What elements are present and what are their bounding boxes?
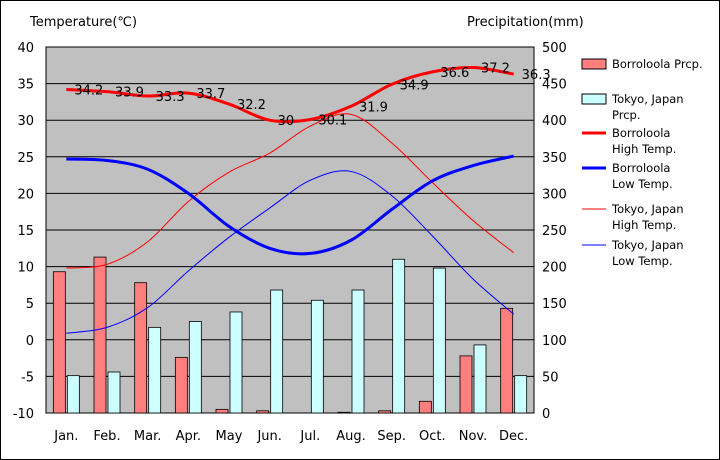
legend: Borroloola Prcp. Tokyo, Japan Prcp. Borrolo… bbox=[581, 57, 703, 268]
legend-swatch bbox=[581, 58, 607, 70]
left-tick-label: 0 bbox=[26, 334, 34, 349]
bar-borroloola-precipitation bbox=[378, 410, 392, 414]
bar-borroloola-precipitation bbox=[256, 410, 270, 414]
legend-label: Low Temp. bbox=[612, 177, 673, 191]
high-temp-data-label: 31.9 bbox=[359, 100, 388, 115]
high-temp-data-label: 30.1 bbox=[318, 113, 347, 128]
high-temp-data-label: 34.2 bbox=[74, 83, 103, 98]
legend-label: High Temp. bbox=[612, 218, 676, 232]
x-tick-label: Jan. bbox=[53, 429, 78, 444]
x-tick-label: Jun. bbox=[256, 429, 281, 444]
high-temp-data-label: 36.3 bbox=[522, 68, 551, 83]
bar-tokyo-precipitation bbox=[392, 258, 406, 414]
bar-tokyo-precipitation bbox=[514, 375, 528, 414]
x-tick-label: Aug. bbox=[336, 429, 366, 444]
precipitation-bars bbox=[52, 256, 528, 414]
bar-tokyo-precipitation bbox=[148, 326, 162, 414]
left-axis-label: Temperature(℃) bbox=[29, 15, 137, 30]
left-tick-label: 35 bbox=[17, 78, 34, 93]
line-tokyo-high-temp bbox=[66, 113, 514, 269]
right-axis-label: Precipitation(mm) bbox=[467, 15, 584, 30]
bar-tokyo-precipitation bbox=[270, 289, 284, 414]
bar-borroloola-precipitation bbox=[93, 256, 107, 414]
right-tick-label: 300 bbox=[542, 187, 567, 202]
high-temp-data-label: 33.3 bbox=[156, 90, 185, 105]
x-tick-label: Sep. bbox=[377, 429, 406, 444]
bar-borroloola-precipitation bbox=[459, 355, 473, 414]
x-tick-label: Dec. bbox=[499, 429, 528, 444]
gridlines bbox=[46, 83, 534, 377]
bar-borroloola-precipitation bbox=[337, 411, 351, 414]
line-tokyo-low-temp bbox=[66, 170, 514, 334]
left-tick-label: -5 bbox=[21, 370, 34, 385]
bar-tokyo-precipitation bbox=[107, 371, 121, 414]
legend-label: Tokyo, Japan bbox=[611, 92, 684, 106]
right-tick-label: 250 bbox=[542, 224, 567, 239]
bar-tokyo-precipitation bbox=[310, 299, 324, 414]
left-tick-label: 30 bbox=[17, 114, 34, 129]
left-tick-label: 40 bbox=[17, 41, 34, 56]
bar-tokyo-precipitation bbox=[432, 267, 446, 414]
right-tick-label: 200 bbox=[542, 261, 567, 276]
high-temp-data-label: 30 bbox=[278, 114, 295, 129]
line-borroloola-low-temp bbox=[66, 154, 515, 256]
bar-borroloola-precipitation bbox=[500, 307, 514, 414]
bar-borroloola-precipitation bbox=[52, 271, 66, 414]
legend-label: Borroloola bbox=[612, 161, 670, 175]
data-labels: 34.2 33.9 33.3 33.7 32.2 30 30.1 31.9 34.9 36.6 37… bbox=[74, 61, 550, 129]
high-temp-data-label: 34.9 bbox=[400, 78, 429, 93]
legend-label: Borroloola bbox=[612, 126, 670, 140]
high-temp-data-label: 33.9 bbox=[115, 86, 144, 101]
x-tick-label: Mar. bbox=[134, 429, 161, 444]
legend-label: High Temp. bbox=[612, 142, 676, 156]
x-tick-label: Feb. bbox=[93, 429, 120, 444]
bar-borroloola-precipitation bbox=[215, 408, 229, 414]
high-temp-data-label: 33.7 bbox=[196, 87, 225, 102]
x-axis-ticks: Jan. Feb. Mar. Apr. May Jun. Jul. Aug. Sep. Oct. N… bbox=[53, 429, 528, 444]
left-tick-label: 15 bbox=[17, 224, 34, 239]
right-tick-label: 500 bbox=[542, 41, 567, 56]
right-tick-label: 50 bbox=[542, 370, 559, 385]
left-tick-label: -10 bbox=[13, 407, 34, 422]
right-tick-label: 150 bbox=[542, 297, 567, 312]
bar-tokyo-precipitation bbox=[473, 344, 487, 414]
x-tick-label: Jul. bbox=[299, 429, 320, 444]
line-borroloola-high-temp bbox=[66, 65, 514, 124]
x-tick-label: Oct. bbox=[419, 429, 446, 444]
legend-label: Borroloola Prcp. bbox=[612, 57, 703, 71]
left-tick-label: 25 bbox=[17, 151, 34, 166]
temperature-lines bbox=[66, 65, 515, 334]
left-tick-label: 20 bbox=[17, 187, 34, 202]
left-axis-ticks: 40 35 30 25 20 15 10 5 0 -5 -10 bbox=[13, 41, 34, 422]
bar-tokyo-precipitation bbox=[188, 321, 202, 414]
high-temp-data-label: 32.2 bbox=[237, 98, 266, 113]
right-tick-label: 0 bbox=[542, 407, 550, 422]
bar-borroloola-precipitation bbox=[134, 282, 148, 414]
right-tick-label: 100 bbox=[542, 334, 567, 349]
legend-label: Prcp. bbox=[612, 108, 641, 122]
x-tick-label: May bbox=[216, 429, 243, 444]
bar-borroloola-precipitation bbox=[174, 356, 188, 414]
legend-label: Tokyo, Japan bbox=[611, 238, 684, 252]
bar-borroloola-precipitation bbox=[418, 400, 432, 414]
x-tick-label: Nov. bbox=[459, 429, 488, 444]
right-tick-label: 450 bbox=[542, 78, 567, 93]
legend-swatch bbox=[581, 93, 607, 105]
bar-tokyo-precipitation bbox=[351, 289, 365, 414]
legend-label: Tokyo, Japan bbox=[611, 202, 684, 216]
right-tick-label: 350 bbox=[542, 151, 567, 166]
high-temp-data-label: 36.6 bbox=[440, 66, 469, 81]
high-temp-data-label: 37.2 bbox=[481, 61, 510, 76]
x-tick-label: Apr. bbox=[176, 429, 201, 444]
left-tick-label: 10 bbox=[17, 261, 34, 276]
bar-tokyo-precipitation bbox=[66, 375, 80, 414]
left-tick-label: 5 bbox=[26, 297, 34, 312]
right-tick-label: 400 bbox=[542, 114, 567, 129]
legend-label: Low Temp. bbox=[612, 254, 673, 268]
bar-tokyo-precipitation bbox=[229, 311, 243, 414]
